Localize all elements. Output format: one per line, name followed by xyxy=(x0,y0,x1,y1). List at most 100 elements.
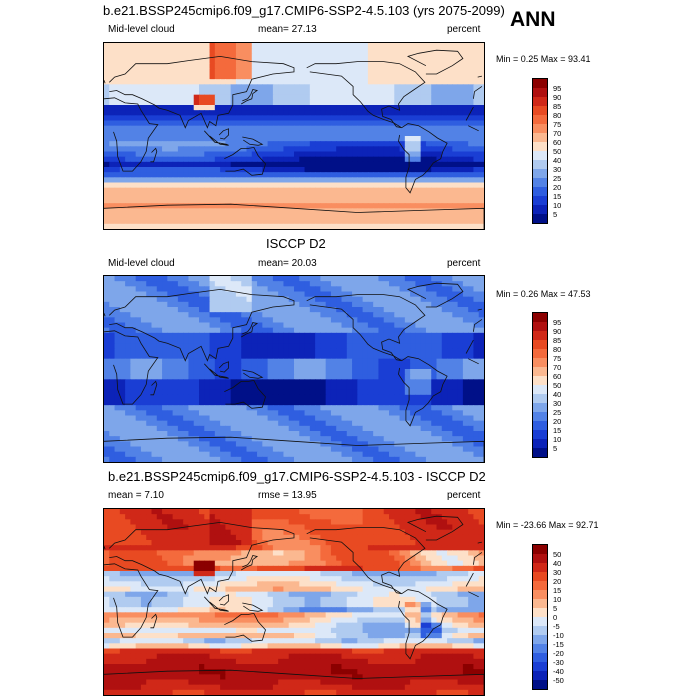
field-cell xyxy=(125,187,131,194)
field-cell xyxy=(283,223,290,229)
field-cell xyxy=(441,172,448,178)
field-cell xyxy=(220,379,226,386)
field-cell xyxy=(119,348,126,355)
field-cell xyxy=(441,307,448,313)
field-cell xyxy=(352,317,358,324)
field-cell xyxy=(389,312,395,318)
field-cell xyxy=(104,307,110,313)
field-cell xyxy=(262,276,269,282)
field-cell xyxy=(172,74,179,80)
field-cell xyxy=(383,296,390,303)
field-cell xyxy=(441,431,448,437)
field-cell xyxy=(452,276,459,282)
field-cell xyxy=(352,405,358,411)
field-cell xyxy=(320,307,327,313)
field-cell xyxy=(104,441,110,448)
field-cell xyxy=(299,307,306,313)
field-cell xyxy=(188,394,195,401)
field-cell xyxy=(146,63,153,70)
field-cell xyxy=(341,223,348,229)
field-cell xyxy=(373,218,380,225)
field-cell xyxy=(294,431,300,437)
field-cell xyxy=(278,400,285,406)
field-cell xyxy=(457,363,464,370)
field-cell xyxy=(146,405,153,411)
field-cell xyxy=(214,374,221,380)
field-cell xyxy=(389,317,395,324)
field-cell xyxy=(304,120,311,127)
field-cell xyxy=(125,420,131,427)
field-cell xyxy=(362,431,369,437)
panel-2-variable-label: Mid-level cloud xyxy=(108,258,175,269)
field-cell xyxy=(357,79,364,85)
field-cell xyxy=(404,48,411,54)
field-cell xyxy=(452,68,459,75)
field-cell xyxy=(130,420,137,427)
field-cell xyxy=(146,208,153,215)
field-cell xyxy=(415,213,422,220)
field-cell xyxy=(420,343,427,349)
field-cell xyxy=(104,213,110,220)
field-cell xyxy=(468,379,475,386)
field-cell xyxy=(462,79,469,85)
field-cell xyxy=(378,141,385,147)
field-cell xyxy=(468,84,475,91)
field-cell xyxy=(404,281,411,287)
field-cell xyxy=(193,177,200,184)
field-cell xyxy=(394,307,401,313)
field-cell xyxy=(399,151,406,158)
field-cell xyxy=(420,363,427,370)
field-cell xyxy=(130,348,137,355)
field-cell xyxy=(478,384,484,391)
field-cell xyxy=(336,338,343,344)
field-cell xyxy=(172,182,179,189)
field-cell xyxy=(257,281,263,287)
field-cell xyxy=(299,130,306,137)
field-cell xyxy=(246,125,253,132)
field-cell xyxy=(172,125,179,132)
field-cell xyxy=(114,394,121,401)
field-cell xyxy=(204,105,211,111)
field-cell xyxy=(235,389,242,396)
field-cell xyxy=(415,74,422,80)
field-cell xyxy=(251,182,258,189)
field-cell xyxy=(367,213,374,220)
field-cell xyxy=(320,436,327,442)
field-cell xyxy=(151,301,158,308)
field-cell xyxy=(267,182,274,189)
field-cell xyxy=(251,223,258,229)
field-cell xyxy=(209,136,216,142)
field-cell xyxy=(251,156,258,163)
field-cell xyxy=(257,317,263,324)
field-cell xyxy=(457,431,464,437)
field-cell xyxy=(119,332,126,339)
field-cell xyxy=(399,307,406,313)
field-cell xyxy=(162,410,168,417)
field-cell xyxy=(468,141,475,147)
field-cell xyxy=(394,136,401,142)
field-cell xyxy=(341,281,348,287)
field-cell xyxy=(436,379,443,386)
field-cell xyxy=(425,208,432,215)
field-cell xyxy=(431,322,438,329)
field-cell xyxy=(357,307,364,313)
field-cell xyxy=(415,307,422,313)
field-cell xyxy=(146,301,153,308)
field-cell xyxy=(188,74,195,80)
field-cell xyxy=(114,161,121,168)
field-cell xyxy=(373,400,380,406)
field-cell xyxy=(336,198,343,204)
field-cell xyxy=(172,312,179,318)
field-cell xyxy=(214,79,221,85)
field-cell xyxy=(346,187,353,194)
field-cell xyxy=(378,223,385,229)
field-cell xyxy=(346,125,353,132)
field-cell xyxy=(415,415,422,422)
field-cell xyxy=(462,63,469,70)
field-cell xyxy=(209,384,216,391)
field-cell xyxy=(214,296,221,303)
field-cell xyxy=(156,125,163,132)
field-cell xyxy=(441,363,448,370)
field-cell xyxy=(151,58,158,65)
field-cell xyxy=(299,213,306,220)
